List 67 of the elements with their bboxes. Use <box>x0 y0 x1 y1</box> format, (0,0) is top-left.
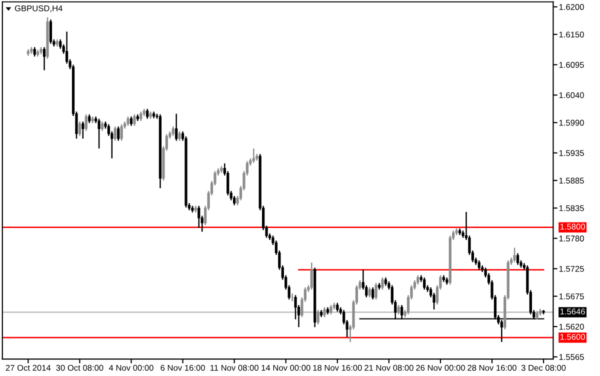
candlestick <box>140 110 142 122</box>
candlestick <box>198 205 200 229</box>
x-tick-label: 27 Oct 2014 <box>6 364 51 371</box>
x-tick-label: 18 Nov 16:00 <box>313 364 362 371</box>
y-tick-label: 1.5885 <box>559 178 584 184</box>
candlestick <box>178 130 181 142</box>
x-tick-label: 26 Nov 00:00 <box>416 364 465 371</box>
y-tick-label: 1.6150 <box>559 32 584 38</box>
x-tick-label: 21 Nov 08:00 <box>364 364 414 371</box>
candlestick <box>397 304 400 316</box>
candlestick <box>33 46 36 58</box>
x-tick-label: 14 Nov 00:00 <box>262 364 310 371</box>
y-tick-label: 1.6200 <box>559 4 584 10</box>
candlestick <box>323 306 326 318</box>
y-tick-label: 1.5565 <box>559 354 584 360</box>
candlestick <box>500 319 503 343</box>
ref-line-label: 1.5800 <box>560 224 585 230</box>
candlestick <box>114 126 116 142</box>
candlestick <box>82 120 84 140</box>
y-tick-label: 1.6095 <box>559 62 584 68</box>
candlestick <box>478 260 480 270</box>
y-tick-label: 1.5835 <box>559 205 584 212</box>
candlestick <box>78 120 82 136</box>
x-tick-label: 11 Nov 08:00 <box>210 364 258 371</box>
candlestick <box>233 195 236 206</box>
y-tick-label: 1.5725 <box>559 266 584 272</box>
candlestick <box>100 120 104 132</box>
candlestick <box>513 247 516 263</box>
y-tick-label: 1.5780 <box>559 236 584 242</box>
candlestick <box>133 114 136 127</box>
y-tick-label: 1.5990 <box>559 120 584 126</box>
candlestick <box>146 108 149 120</box>
x-tick-label: 4 Nov 00:00 <box>108 364 154 371</box>
candlestick <box>374 282 378 300</box>
candlestick <box>252 148 255 164</box>
candlestick <box>310 262 313 290</box>
ref-line-label: 1.5646 <box>560 308 585 314</box>
candlestick <box>49 18 52 44</box>
candlestick <box>59 38 62 50</box>
candlestick <box>516 252 520 266</box>
candlestick <box>98 118 100 150</box>
candlestick <box>130 116 133 127</box>
chart-title: GBPUSD,H4 <box>14 5 62 12</box>
x-tick-label: 30 Oct 08:00 <box>56 364 104 371</box>
candlestick <box>423 276 426 290</box>
y-tick-label: 1.5620 <box>559 324 584 330</box>
candlestick <box>126 116 130 127</box>
x-tick-label: 6 Nov 16:00 <box>160 364 205 371</box>
y-tick-label: 1.5675 <box>559 293 584 300</box>
candlestick <box>316 309 320 325</box>
candlestick <box>172 126 174 136</box>
candlestick <box>175 113 178 142</box>
y-tick-label: 1.6040 <box>559 92 584 98</box>
candlestick <box>416 274 420 286</box>
candlestick <box>381 276 384 290</box>
x-tick-label: 3 Dec 08:00 <box>521 364 566 371</box>
candlestick <box>372 286 374 300</box>
candlestick <box>330 304 332 316</box>
candlestick <box>42 46 46 71</box>
candlestick <box>368 286 371 298</box>
candlestick <box>120 124 123 142</box>
x-tick-label: 28 Nov 16:00 <box>468 364 516 371</box>
y-tick-label: 1.5935 <box>559 150 584 156</box>
candlestick <box>117 126 120 142</box>
candlestick <box>400 304 404 320</box>
candlestick <box>84 114 88 132</box>
ref-line-label: 1.5600 <box>560 334 585 340</box>
